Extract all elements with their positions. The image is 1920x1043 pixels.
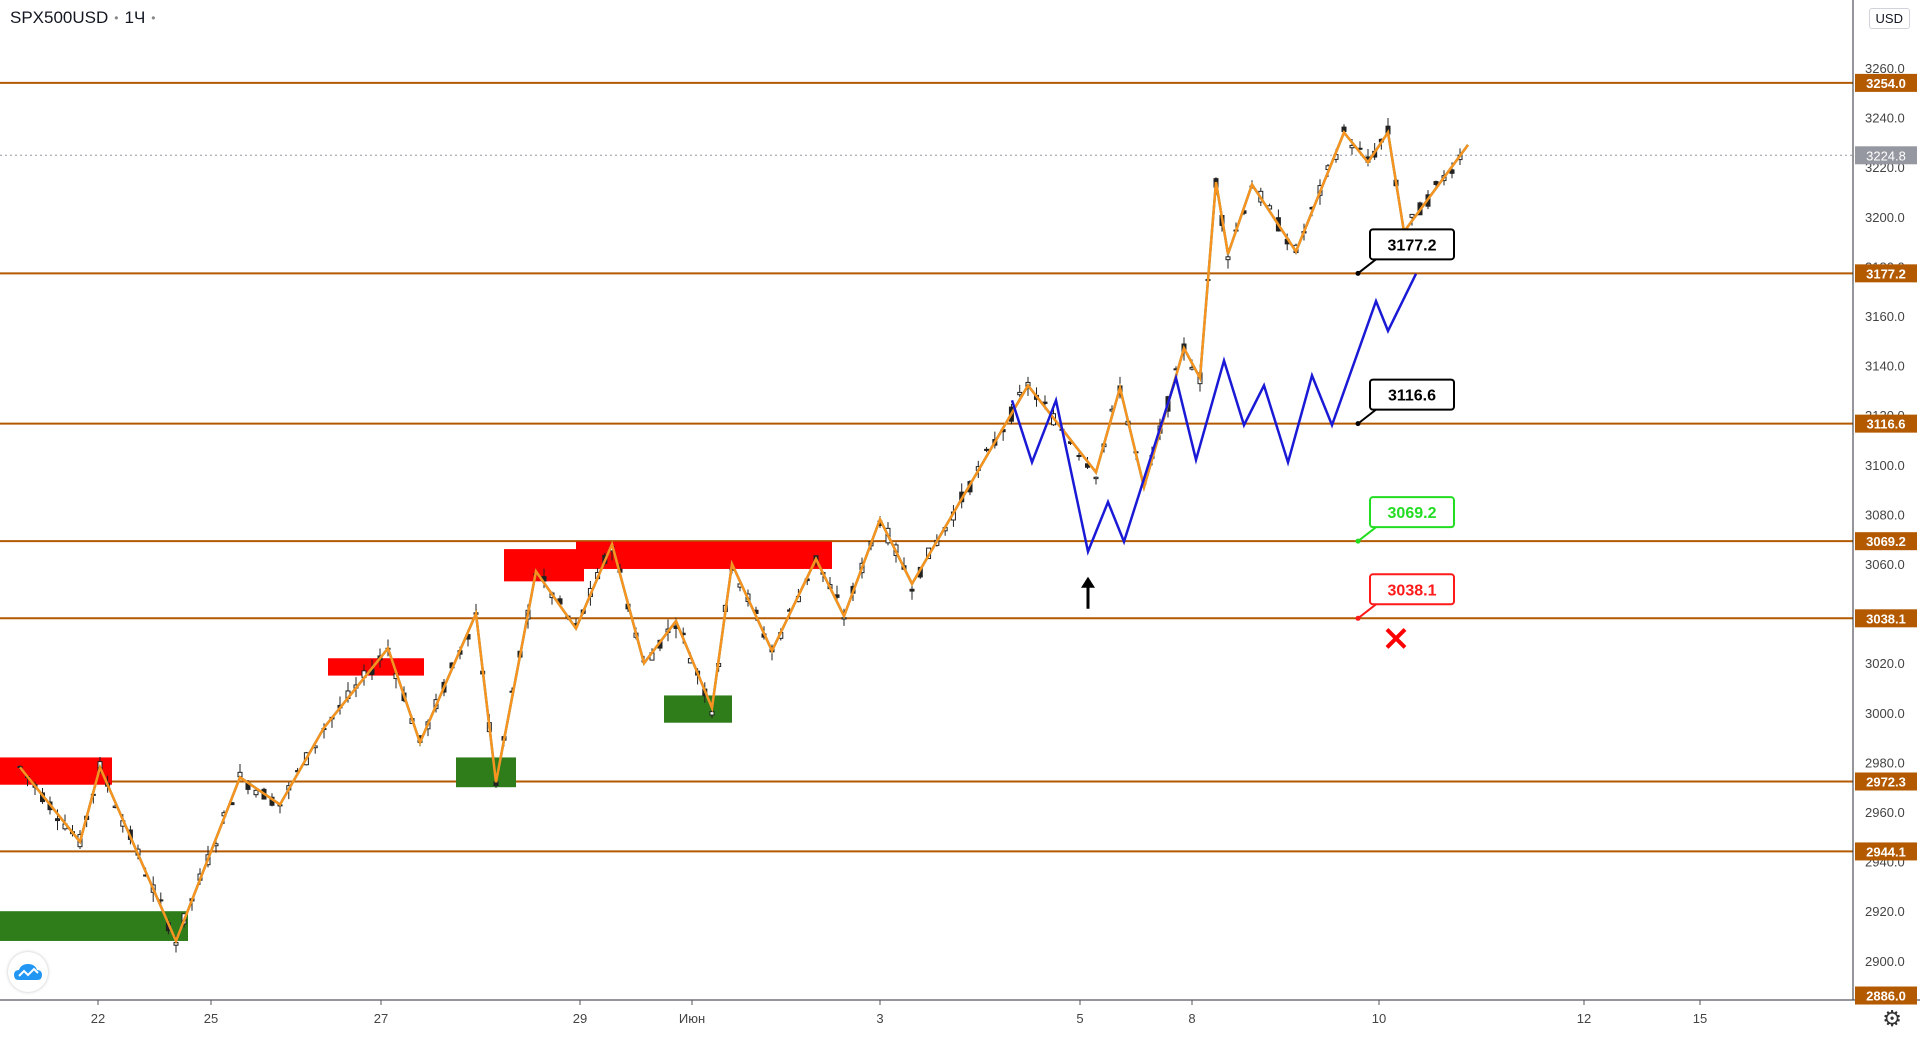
supply-zone[interactable] xyxy=(328,658,424,676)
current-price-label: 3224.8 xyxy=(1866,148,1906,163)
level-price-badge xyxy=(1855,414,1917,433)
time-tick-label: 10 xyxy=(1372,1011,1386,1026)
currency-button[interactable]: USD xyxy=(1868,8,1910,29)
price-tick-label: 3240.0 xyxy=(1865,111,1905,126)
callout-anchor xyxy=(1355,538,1361,544)
separator-dot-icon: • xyxy=(151,11,156,25)
candle-body xyxy=(1017,391,1023,396)
candle-body xyxy=(1433,181,1439,185)
level-price-badge xyxy=(1855,264,1917,283)
price-tick-label: 3080.0 xyxy=(1865,507,1905,522)
candle-body xyxy=(1449,169,1455,174)
level-price-label: 3069.2 xyxy=(1866,534,1906,549)
price-axis[interactable] xyxy=(1853,0,1920,1038)
callout-box[interactable] xyxy=(1369,573,1455,606)
time-tick-label: 5 xyxy=(1076,1011,1083,1026)
price-tick-label: 2980.0 xyxy=(1865,755,1905,770)
level-price-badge xyxy=(1855,609,1917,628)
time-tick-label: Июн xyxy=(679,1011,705,1026)
time-tick-label: 12 xyxy=(1577,1011,1591,1026)
demand-zone[interactable] xyxy=(664,695,732,723)
demand-zone[interactable] xyxy=(0,911,188,941)
price-tick-label: 3260.0 xyxy=(1865,61,1905,76)
level-price-label: 3038.1 xyxy=(1866,611,1906,626)
callout-label: 3116.6 xyxy=(1388,388,1436,405)
price-tick-label: 2920.0 xyxy=(1865,904,1905,919)
candle-body xyxy=(1093,476,1099,480)
candle-body xyxy=(55,818,60,822)
separator-dot-icon: • xyxy=(114,11,119,25)
candle-body xyxy=(253,789,259,796)
callout-box[interactable] xyxy=(1369,496,1455,529)
time-tick-label: 15 xyxy=(1693,1011,1707,1026)
up-arrow-head-icon xyxy=(1081,576,1095,588)
price-tick-label: 3000.0 xyxy=(1865,706,1905,721)
level-price-badge xyxy=(1855,532,1917,551)
price-tick-label: 3020.0 xyxy=(1865,656,1905,671)
demand-zone[interactable] xyxy=(456,757,516,788)
time-tick-label: 29 xyxy=(573,1011,587,1026)
level-price-badge xyxy=(1855,772,1917,791)
level-price-label: 3116.6 xyxy=(1866,417,1905,432)
level-price-label: 3254.0 xyxy=(1866,76,1906,91)
time-tick-label: 27 xyxy=(374,1011,388,1026)
callout-box[interactable] xyxy=(1369,228,1455,261)
price-tick-label: 3060.0 xyxy=(1865,557,1905,572)
candle-body xyxy=(1409,213,1415,218)
symbol-name[interactable]: SPX500USD xyxy=(10,8,109,27)
callout-anchor xyxy=(1355,270,1361,276)
supply-zone[interactable] xyxy=(0,757,112,785)
candle-body xyxy=(909,588,915,592)
level-price-badge xyxy=(1855,73,1917,92)
level-price-label: 3177.2 xyxy=(1866,266,1906,281)
time-tick-label: 8 xyxy=(1188,1011,1195,1026)
candle-body xyxy=(1042,401,1048,404)
callout-label: 3038.1 xyxy=(1388,582,1437,599)
cross-mark-icon xyxy=(1385,627,1407,649)
price-tick-label: 3160.0 xyxy=(1865,309,1905,324)
candle-body xyxy=(709,711,715,716)
callout-pointer xyxy=(1357,408,1377,425)
callout-pointer xyxy=(1357,603,1377,620)
gear-icon[interactable]: ⚙ xyxy=(1882,1006,1902,1031)
callout-pointer xyxy=(1357,526,1377,542)
price-tick-label: 3140.0 xyxy=(1865,359,1905,374)
callout-box[interactable] xyxy=(1369,378,1455,411)
level-price-label: 2944.1 xyxy=(1866,844,1906,859)
candle-body xyxy=(984,448,990,451)
time-tick-label: 25 xyxy=(204,1011,218,1026)
price-tick-label: 3100.0 xyxy=(1865,458,1905,473)
callout-label: 3177.2 xyxy=(1388,237,1437,254)
level-price-badge xyxy=(1855,842,1917,861)
symbol-header[interactable]: SPX500USD • 1Ч • xyxy=(10,8,155,28)
level-price-label: 2972.3 xyxy=(1866,774,1906,789)
bottom-price-badge xyxy=(1855,986,1917,1005)
cloud-logo-icon xyxy=(14,964,42,980)
callout-pointer xyxy=(1357,258,1377,275)
projection-path-line xyxy=(1010,273,1418,556)
callout-anchor xyxy=(1355,615,1361,621)
callout-label: 3069.2 xyxy=(1388,505,1437,522)
price-tick-label: 2960.0 xyxy=(1865,805,1905,820)
time-tick-label: 3 xyxy=(876,1011,883,1026)
current-price-badge xyxy=(1855,146,1917,165)
price-tick-label: 2900.0 xyxy=(1865,954,1905,969)
candle-body xyxy=(1225,256,1231,261)
bottom-price-label: 2886.0 xyxy=(1866,989,1906,1004)
callout-anchor xyxy=(1355,421,1361,427)
zigzag-orange-line xyxy=(19,129,1470,945)
price-tick-label: 3200.0 xyxy=(1865,210,1905,225)
interval-label[interactable]: 1Ч xyxy=(124,8,146,27)
tradingview-cloud-icon[interactable] xyxy=(8,952,48,992)
candle-body xyxy=(1076,454,1082,457)
time-tick-label: 22 xyxy=(91,1011,105,1026)
